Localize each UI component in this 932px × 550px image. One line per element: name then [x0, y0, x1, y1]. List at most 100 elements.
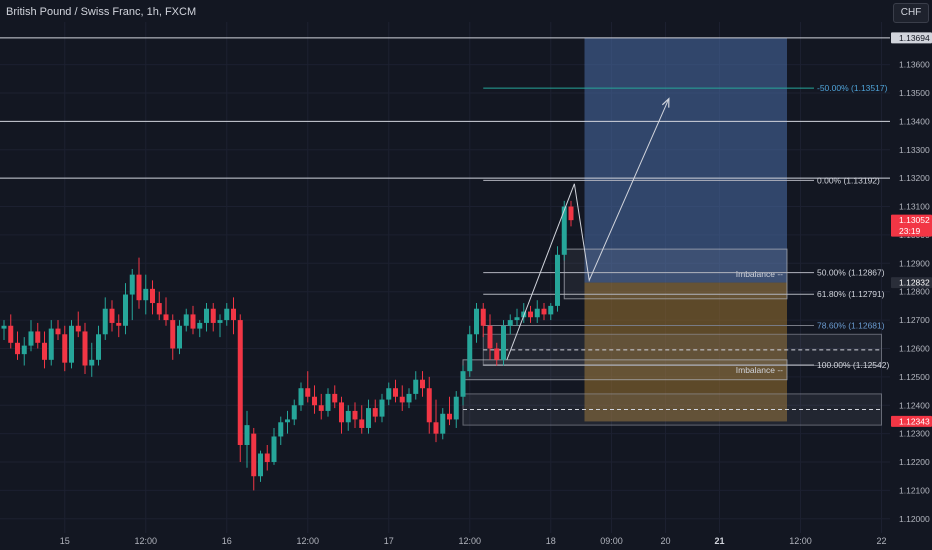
imbalance-label: Imbalance -- — [736, 269, 783, 279]
time-tick-label: 12:00 — [296, 536, 319, 546]
candle-body — [507, 320, 513, 326]
candle-body — [366, 408, 371, 428]
price-tick-label: 1.13600 — [899, 60, 930, 70]
candle-body — [494, 348, 500, 360]
candle-body — [237, 320, 243, 445]
candle-body — [372, 408, 378, 417]
price-label-box — [891, 214, 932, 237]
candle-body — [318, 405, 324, 411]
candle-body — [312, 396, 317, 406]
candle-body — [339, 402, 344, 423]
candle-body — [143, 288, 149, 301]
candle-body — [278, 422, 284, 437]
price-label-box — [891, 277, 932, 289]
fib-level-label: -50.00% (1.13517) — [817, 83, 888, 93]
candle-body — [190, 314, 196, 329]
candle-body — [21, 345, 27, 355]
candle-body — [440, 413, 446, 434]
price-tick-label: 1.13100 — [899, 202, 930, 212]
price-tick-label: 1.12900 — [899, 258, 930, 268]
candle-body — [69, 325, 74, 363]
candle-body — [264, 453, 270, 463]
time-tick-label: 09:00 — [600, 536, 623, 546]
time-tick-label: 18 — [546, 536, 556, 546]
candle-body — [460, 371, 466, 397]
candle-body — [487, 325, 493, 349]
fib-level-label: 61.80% (1.12791) — [817, 289, 885, 299]
candle-body — [521, 311, 527, 318]
candle-body — [501, 325, 506, 360]
countdown-label: 23:19 — [899, 226, 921, 236]
candle-body — [55, 328, 61, 335]
fib-level-label: 78.60% (1.12681) — [817, 320, 885, 330]
candle-body — [163, 314, 169, 321]
price-tick-label: 1.12400 — [899, 400, 930, 410]
candle-body — [393, 388, 398, 397]
fib-level-label: 100.00% (1.12542) — [817, 360, 889, 370]
candle-body — [433, 422, 439, 434]
candle-body — [345, 410, 351, 423]
candle-body — [534, 308, 540, 318]
candle-body — [406, 393, 412, 403]
candle-body — [305, 388, 311, 397]
price-tick-label: 1.12000 — [899, 514, 930, 524]
candle-body — [129, 274, 135, 295]
candle-body — [62, 334, 68, 363]
candle-body — [399, 396, 405, 403]
candle-body — [75, 325, 81, 332]
candles — [1, 200, 574, 491]
candle-body — [116, 322, 122, 326]
imbalance-label: Imbalance -- — [736, 365, 783, 375]
time-tick-label: 17 — [384, 536, 394, 546]
price-tick-label: 1.13300 — [899, 145, 930, 155]
candle-body — [35, 331, 41, 343]
candle-body — [426, 388, 432, 423]
candle-body — [561, 206, 567, 255]
currency-button[interactable]: CHF — [893, 3, 929, 23]
candle-body — [156, 303, 162, 315]
price-tick-label: 1.13200 — [899, 173, 930, 183]
candle-body — [474, 308, 479, 335]
time-tick-label: 12:00 — [789, 536, 812, 546]
fib-level-label: 0.00% (1.13192) — [817, 175, 880, 185]
projection-path — [573, 98, 670, 283]
fib-level-label: 50.00% (1.12867) — [817, 268, 885, 278]
time-tick-label: 21 — [714, 536, 724, 546]
candle-body — [541, 308, 547, 315]
candle-body — [271, 436, 277, 463]
price-label-box — [891, 32, 932, 44]
candle-body — [352, 410, 358, 420]
candle-body — [386, 388, 392, 400]
candle-body — [210, 308, 216, 323]
candle-body — [217, 320, 223, 323]
price-axis: 1.13600 1.13500 1.13400 1.13300 1.13200 1.131… — [890, 0, 932, 550]
imbalance-zone — [563, 248, 788, 300]
candle-body — [528, 311, 533, 318]
price-tick-label: 1.12100 — [899, 485, 930, 495]
candle-body — [325, 393, 331, 411]
candle-body — [291, 405, 297, 420]
candle-body — [48, 328, 54, 360]
price-tick-label: 1.13500 — [899, 88, 930, 98]
candle-body — [170, 320, 176, 349]
candle-body — [82, 331, 88, 366]
price-tick-label: 1.12800 — [899, 287, 930, 297]
candle-body — [568, 206, 574, 221]
candle-body — [15, 342, 20, 355]
candle-body — [453, 396, 459, 420]
candle-body — [150, 288, 155, 304]
candle-body — [8, 325, 14, 343]
price-label-text: 1.13052 — [899, 215, 930, 225]
price-tick-label: 1.13400 — [899, 116, 930, 126]
candle-body — [379, 399, 385, 417]
candle-body — [96, 334, 101, 360]
candle-body — [555, 254, 560, 306]
candle-body — [298, 388, 304, 406]
candle-body — [258, 453, 263, 477]
candle-body — [244, 425, 250, 445]
candle-body — [136, 274, 142, 301]
projection-arrowhead — [661, 97, 670, 108]
time-tick-label: 16 — [222, 536, 232, 546]
price-tick-label: 1.12300 — [899, 429, 930, 439]
